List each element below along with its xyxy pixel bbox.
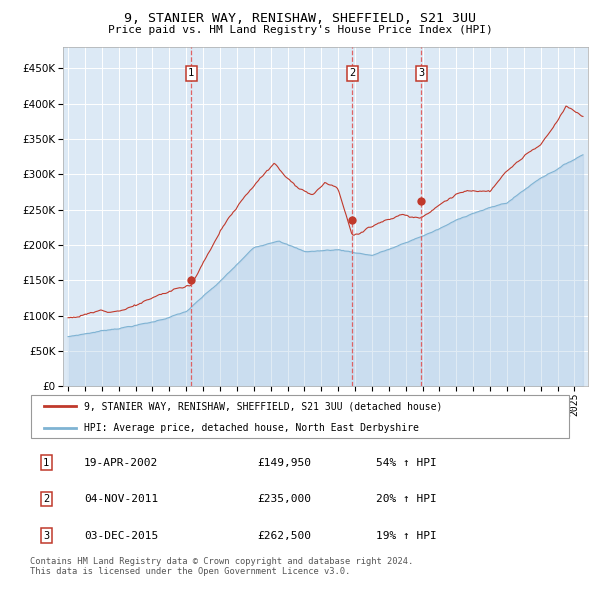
- Text: 2: 2: [43, 494, 49, 504]
- Text: 19-APR-2002: 19-APR-2002: [84, 458, 158, 467]
- Text: £262,500: £262,500: [257, 531, 311, 540]
- Text: Price paid vs. HM Land Registry's House Price Index (HPI): Price paid vs. HM Land Registry's House …: [107, 25, 493, 35]
- FancyBboxPatch shape: [31, 395, 569, 438]
- Text: £149,950: £149,950: [257, 458, 311, 467]
- Text: 54% ↑ HPI: 54% ↑ HPI: [376, 458, 436, 467]
- Text: 04-NOV-2011: 04-NOV-2011: [84, 494, 158, 504]
- Text: 3: 3: [43, 531, 49, 540]
- Text: 9, STANIER WAY, RENISHAW, SHEFFIELD, S21 3UU (detached house): 9, STANIER WAY, RENISHAW, SHEFFIELD, S21…: [84, 401, 442, 411]
- Text: 3: 3: [418, 68, 424, 78]
- Text: 20% ↑ HPI: 20% ↑ HPI: [376, 494, 436, 504]
- Text: 2: 2: [349, 68, 355, 78]
- Text: 1: 1: [188, 68, 194, 78]
- Text: Contains HM Land Registry data © Crown copyright and database right 2024.
This d: Contains HM Land Registry data © Crown c…: [30, 557, 413, 576]
- Text: 1: 1: [43, 458, 49, 467]
- Text: 9, STANIER WAY, RENISHAW, SHEFFIELD, S21 3UU: 9, STANIER WAY, RENISHAW, SHEFFIELD, S21…: [124, 12, 476, 25]
- Text: 19% ↑ HPI: 19% ↑ HPI: [376, 531, 436, 540]
- Text: 03-DEC-2015: 03-DEC-2015: [84, 531, 158, 540]
- Text: £235,000: £235,000: [257, 494, 311, 504]
- Text: HPI: Average price, detached house, North East Derbyshire: HPI: Average price, detached house, Nort…: [84, 423, 419, 433]
